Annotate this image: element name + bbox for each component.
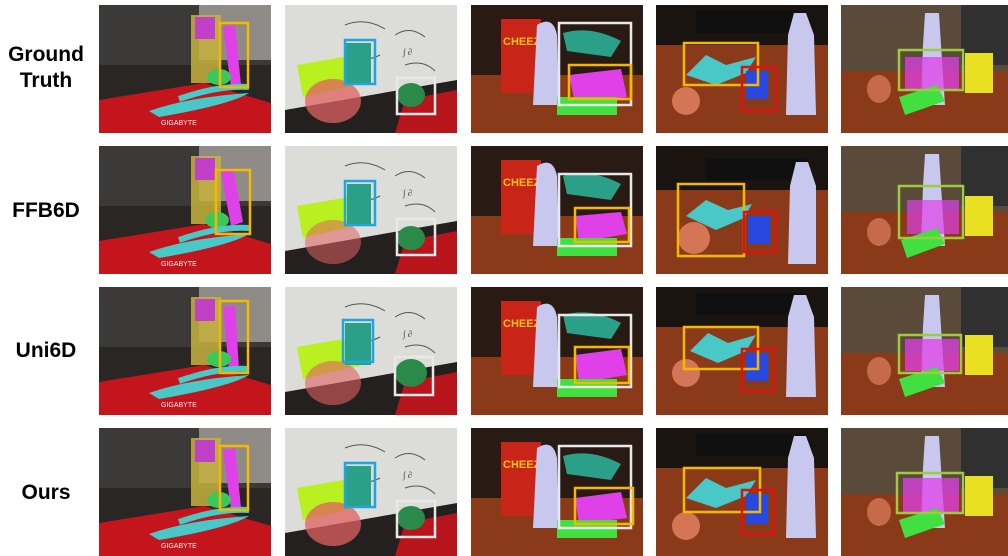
scene-text: CHEEZ bbox=[503, 36, 541, 48]
row-label-line: Uni6D bbox=[15, 339, 77, 362]
row-label-line: Truth bbox=[19, 69, 73, 92]
image-gt-scene-5 bbox=[841, 5, 1008, 133]
scene-text: GIGABYTE bbox=[161, 120, 197, 127]
image-gt-scene-4 bbox=[656, 5, 828, 133]
image-ours-scene-5 bbox=[841, 428, 1008, 556]
image-ours-scene-4 bbox=[656, 428, 828, 556]
image-uni6d-scene-3: CHEEZ bbox=[471, 287, 643, 415]
image-ffb6d-scene-1: GIGABYTE bbox=[99, 146, 271, 274]
svg-text:∫ ∂: ∫ ∂ bbox=[402, 329, 412, 340]
scene-text: GIGABYTE bbox=[161, 402, 197, 409]
row-label-line: FFB6D bbox=[12, 199, 80, 222]
image-uni6d-scene-2: ∫ ∂ bbox=[285, 287, 457, 415]
image-ours-scene-1: GIGABYTE bbox=[99, 428, 271, 556]
row-label-ours: Ours bbox=[0, 480, 92, 506]
svg-text:∫ ∂: ∫ ∂ bbox=[402, 47, 412, 58]
image-gt-scene-2: ∫ ∂ bbox=[285, 5, 457, 133]
image-ffb6d-scene-4 bbox=[656, 146, 828, 274]
scene-text: CHEEZ bbox=[503, 177, 541, 189]
row-label-ground-truth: Ground Truth bbox=[0, 42, 92, 94]
row-label-line: Ground bbox=[8, 43, 84, 66]
row-label-uni6d: Uni6D bbox=[0, 338, 92, 364]
scene-text: CHEEZ bbox=[503, 318, 541, 330]
row-label-line: Ours bbox=[21, 481, 71, 504]
image-ours-scene-3: CHEEZ bbox=[471, 428, 643, 556]
svg-text:∫ ∂: ∫ ∂ bbox=[402, 470, 412, 481]
image-ffb6d-scene-3: CHEEZ bbox=[471, 146, 643, 274]
image-uni6d-scene-4 bbox=[656, 287, 828, 415]
image-gt-scene-3: CHEEZ bbox=[471, 5, 643, 133]
row-label-ffb6d: FFB6D bbox=[0, 198, 92, 224]
image-ours-scene-2: ∫ ∂ bbox=[285, 428, 457, 556]
scene-text: CHEEZ bbox=[503, 459, 541, 471]
image-uni6d-scene-5 bbox=[841, 287, 1008, 415]
image-ffb6d-scene-2: ∫ ∂ bbox=[285, 146, 457, 274]
scene-text: GIGABYTE bbox=[161, 543, 197, 550]
scene-text: GIGABYTE bbox=[161, 261, 197, 268]
image-uni6d-scene-1: GIGABYTE bbox=[99, 287, 271, 415]
image-gt-scene-1: GIGABYTE bbox=[99, 5, 271, 133]
svg-text:∫ ∂: ∫ ∂ bbox=[402, 188, 412, 199]
image-ffb6d-scene-5 bbox=[841, 146, 1008, 274]
